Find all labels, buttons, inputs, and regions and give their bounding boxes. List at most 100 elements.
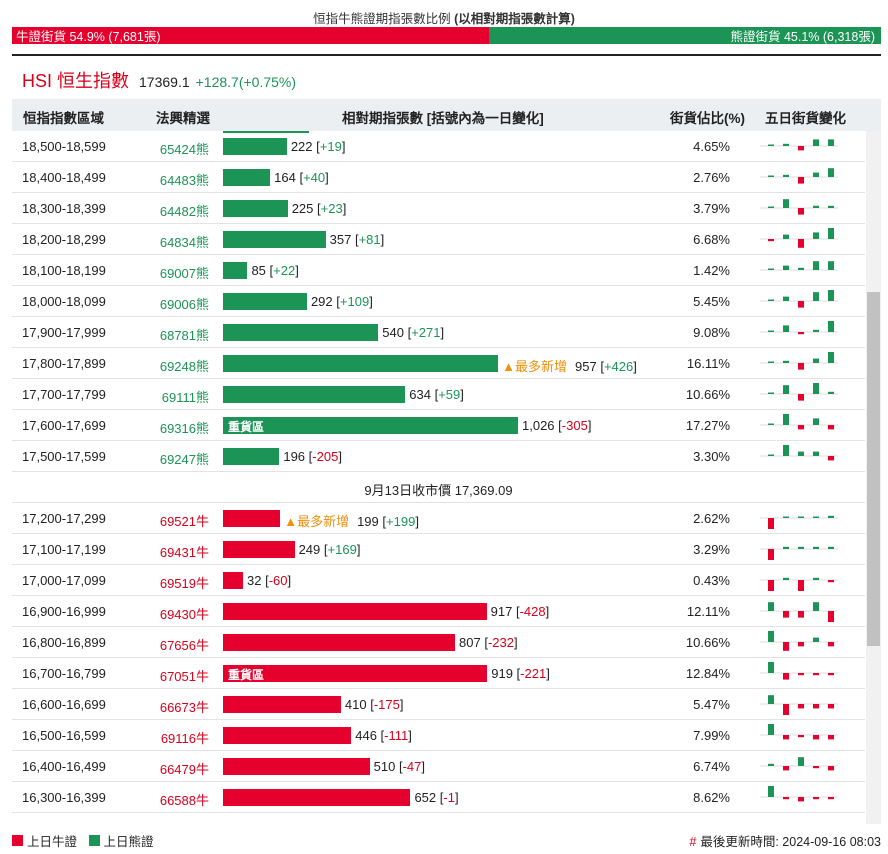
row-change: +81 — [358, 232, 381, 247]
row-range: 16,800-16,899 — [22, 635, 106, 650]
row-pct: 16.11% — [686, 356, 730, 371]
table-row[interactable]: 17,500-17,599 69247熊 196 [-205] 3.30% — [12, 441, 865, 472]
contracts-bar: 重貨區 — [223, 417, 518, 434]
contracts-bar — [223, 324, 379, 341]
row-product-code[interactable]: 69431牛 — [159, 545, 209, 560]
row-product-code[interactable]: 68781熊 — [159, 328, 209, 343]
sparkline-bar — [798, 394, 804, 401]
sparkline-bar — [768, 724, 774, 735]
row-product-code[interactable]: 69006熊 — [159, 297, 209, 312]
five-day-sparkline — [760, 139, 838, 151]
table-row[interactable]: 18,400-18,499 64483熊 164 [+40] 2.76% — [12, 162, 865, 193]
table-row[interactable]: 17,100-17,199 69431牛 249 [+169] 3.29% — [12, 534, 865, 565]
row-range: 17,200-17,299 — [22, 511, 106, 526]
table-row[interactable]: 16,800-16,899 67656牛 807 [-232] 10.66% — [12, 627, 865, 658]
row-pct: 12.84% — [685, 666, 730, 681]
table-row[interactable]: 16,900-16,999 69430牛 917 [-428] 12.11% — [12, 596, 865, 627]
sparkline-bar — [768, 299, 774, 301]
header-contracts: 相對期指張數 [括號內為一日變化] — [342, 111, 544, 126]
table-row[interactable]: 17,700-17,799 69111熊 634 [+59] 10.66% — [12, 379, 865, 410]
sparkline-bar — [798, 363, 804, 370]
sparkline-bar — [768, 206, 774, 208]
sparkline-bar — [798, 611, 804, 618]
sparkline-bar — [813, 383, 819, 394]
table-row[interactable]: 16,300-16,399 66588牛 652 [-1] 8.62% — [12, 782, 865, 813]
row-pct: 10.66% — [685, 387, 730, 402]
table-row[interactable]: 18,500-18,599 65424熊 222 [+19] 4.65% — [12, 131, 865, 162]
row-pct: 3.79% — [693, 201, 730, 216]
bear-share-label: 熊證街貨 45.1% (6,318張) — [730, 30, 876, 44]
row-range: 18,500-18,599 — [22, 139, 106, 154]
row-product-code[interactable]: 66479牛 — [159, 762, 209, 777]
row-range: 17,900-17,999 — [22, 325, 106, 340]
sparkline-bar — [813, 766, 819, 769]
row-pct: 3.30% — [693, 449, 730, 464]
row-product-code[interactable]: 69247熊 — [159, 452, 209, 467]
row-range: 18,000-18,099 — [22, 294, 106, 309]
sparkline-bar — [813, 451, 819, 456]
row-pct: 5.47% — [693, 697, 730, 712]
table-row[interactable]: 18,100-18,199 69007熊 85 [+22] 1.42% — [12, 255, 865, 286]
row-product-code[interactable]: 64834熊 — [159, 235, 209, 250]
bull-bear-ratio-bar: 牛證街貨 54.9% (7,681張) 熊證街貨 45.1% (6,318張) — [12, 27, 881, 44]
row-pct: 6.68% — [693, 232, 730, 247]
row-change: +169 — [327, 542, 357, 557]
sparkline-bar — [813, 797, 819, 800]
five-day-sparkline — [760, 414, 838, 430]
row-five-day — [760, 537, 838, 561]
scrollbar-thumb[interactable] — [867, 292, 880, 646]
table-row[interactable]: 17,000-17,099 69519牛 32 [-60] 0.43% — [12, 565, 865, 596]
row-product-code[interactable]: 69248熊 — [159, 359, 209, 374]
five-day-sparkline — [760, 786, 838, 802]
table-row[interactable]: 18,200-18,299 64834熊 357 [+81] 6.68% — [12, 224, 865, 255]
sparkline-bar — [783, 445, 789, 456]
row-pct: 9.08% — [693, 325, 730, 340]
sparkline-bar — [768, 454, 774, 456]
table-row[interactable]: 16,500-16,599 69116牛 446 [-111] 7.99% — [12, 720, 865, 751]
row-range: 17,700-17,799 — [22, 387, 106, 402]
row-product-code[interactable]: 69519牛 — [159, 576, 209, 591]
row-count: 249 — [298, 542, 321, 557]
row-product-code[interactable]: 69116牛 — [160, 731, 209, 746]
contracts-value: 410 [-175] — [344, 697, 404, 712]
row-product-code[interactable]: 69007熊 — [159, 266, 209, 281]
five-day-sparkline — [760, 321, 838, 335]
row-five-day — [760, 785, 838, 809]
row-change: -428 — [519, 604, 546, 619]
ratio-title: 恒指牛熊證期指張數比例 (以相對期指張數計算) — [0, 8, 888, 27]
contracts-bar — [223, 355, 499, 372]
sparkline-bar — [813, 329, 819, 332]
table-row[interactable]: 17,800-17,899 69248熊 ▲最多新增 957 [+426] 16.11% — [12, 348, 865, 379]
row-product-code[interactable]: 69430牛 — [159, 607, 209, 622]
table-row[interactable]: 16,700-16,799 67051牛 重貨區 919 [-221] 12.84% — [12, 658, 865, 689]
five-day-sparkline — [760, 261, 838, 271]
cbbc-table-body[interactable]: 18,500-18,599 65424熊 222 [+19] 4.65% 18,400-… — [12, 131, 865, 824]
table-row[interactable]: 18,300-18,399 64482熊 225 [+23] 3.79% — [12, 193, 865, 224]
table-row[interactable]: 18,000-18,099 69006熊 292 [+109] 5.45% — [12, 286, 865, 317]
row-product-code[interactable]: 69316熊 — [159, 421, 209, 436]
five-day-sparkline — [760, 352, 838, 370]
row-product-code[interactable]: 67656牛 — [159, 638, 209, 653]
table-row[interactable]: 16,400-16,499 66479牛 510 [-47] 6.74% — [12, 751, 865, 782]
row-product-code[interactable]: 69521牛 — [159, 514, 209, 529]
table-row[interactable]: 17,200-17,299 69521牛 ▲最多新增 199 [+199] 2.62% — [12, 503, 865, 534]
index-name[interactable]: HSI 恒生指數 — [22, 71, 130, 91]
row-product-code[interactable]: 66588牛 — [159, 793, 209, 808]
row-product-code[interactable]: 64483熊 — [159, 173, 209, 188]
bear-share-segment: 熊證街貨 45.1% (6,318張) — [489, 27, 881, 44]
sparkline-bar — [798, 757, 804, 766]
table-row[interactable]: 16,600-16,699 66673牛 410 [-175] 5.47% — [12, 689, 865, 720]
row-product-code[interactable]: 66673牛 — [159, 700, 209, 715]
table-row[interactable]: 17,900-17,999 68781熊 540 [+271] 9.08% — [12, 317, 865, 348]
heavy-zone-label: 重貨區 — [228, 420, 265, 434]
row-product-code[interactable]: 64482熊 — [159, 204, 209, 219]
row-product-code[interactable]: 67051牛 — [159, 669, 209, 684]
row-change: -47 — [402, 759, 422, 774]
section-divider — [12, 54, 881, 56]
sparkline-bar — [813, 577, 819, 580]
row-product-code[interactable]: 69111熊 — [161, 390, 209, 405]
table-header: 恒指指數區域 法興精選 相對期指張數 [括號內為一日變化] 街貨佔比(%) 五日… — [12, 99, 881, 131]
row-product-code[interactable]: 65424熊 — [159, 142, 209, 157]
sparkline-bar — [828, 673, 834, 676]
table-row[interactable]: 17,600-17,699 69316熊 重貨區 1,026 [-305] 17.27% — [12, 410, 865, 441]
